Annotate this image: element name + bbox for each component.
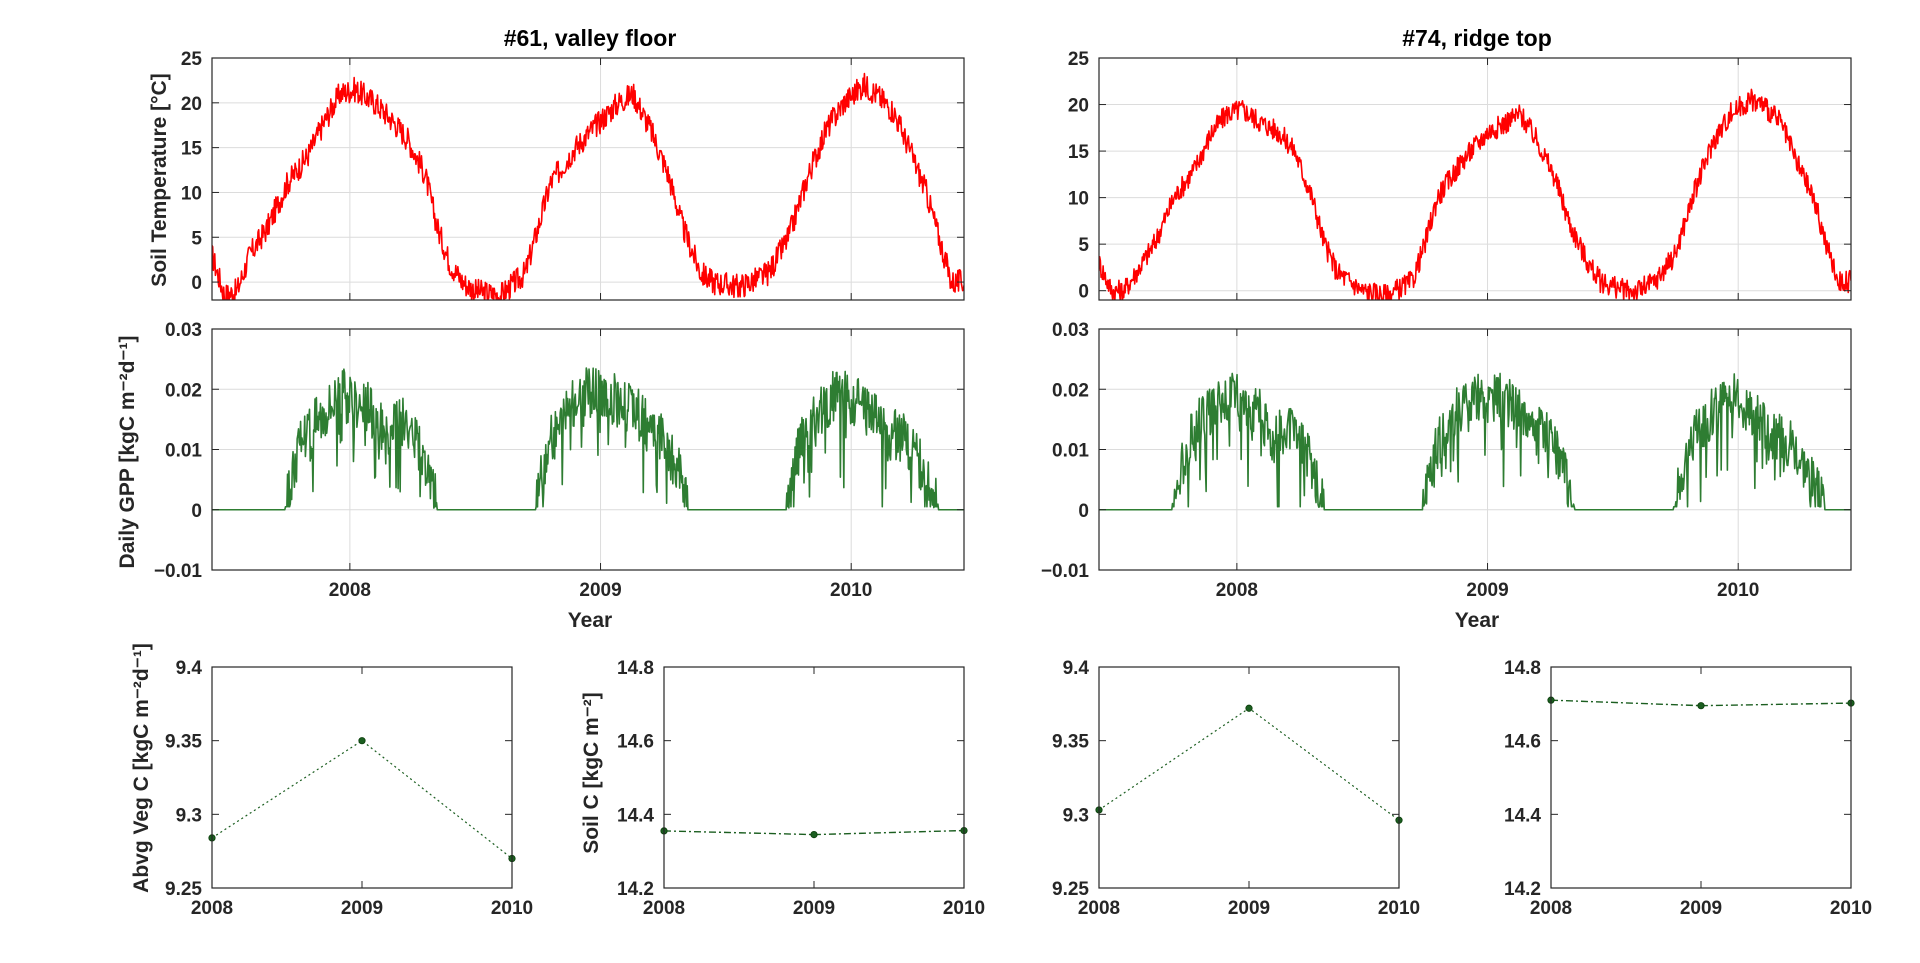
y-tick-label: 9.25	[1052, 879, 1089, 900]
ylabel-soil-c: Soil C [kgC m⁻²]	[580, 692, 603, 854]
data-point	[1697, 702, 1705, 710]
y-tick-label: 0	[1078, 282, 1089, 303]
y-tick-label: 5	[191, 228, 202, 249]
x-tick-label: 2008	[1216, 580, 1258, 601]
y-tick-label: −0.01	[154, 561, 203, 582]
series-line	[1099, 372, 1851, 511]
xlabel-year-left: Year	[568, 609, 612, 632]
y-tick-label: 9.4	[1063, 658, 1090, 679]
y-tick-label: 14.6	[617, 732, 654, 753]
y-tick-label: 9.25	[165, 879, 202, 900]
axes-gpp-74: 2008 2009 2010 −0.01 0 0.01 0.02 0.03	[1041, 320, 1852, 601]
y-tick-label: 0	[191, 273, 202, 294]
axes-frame	[1098, 57, 1852, 301]
y-tick-label: 20	[1068, 96, 1089, 117]
y-tick-label: 14.4	[617, 805, 654, 826]
axes-temp-61: 0 5 10 15 20 25	[181, 49, 965, 301]
x-tick-label: 2009	[1466, 580, 1508, 601]
axes-temp-74: 0 5 10 15 20 25	[1068, 49, 1852, 303]
y-tick-label: 25	[181, 49, 203, 70]
y-tick-label: 0	[191, 501, 202, 522]
y-tick-label: 9.35	[1052, 732, 1089, 753]
axes-frame	[211, 57, 965, 301]
y-tick-label: 9.3	[176, 805, 202, 826]
axes-veg-74: 2008 2009 2010 9.25 9.3 9.35 9.4	[1052, 658, 1420, 919]
x-tick-label: 2009	[793, 898, 835, 919]
x-tick-label: 2008	[643, 898, 685, 919]
y-tick-label: 9.4	[176, 658, 203, 679]
x-tick-label: 2009	[341, 898, 383, 919]
y-tick-label: 9.3	[1063, 805, 1089, 826]
axes-gpp-61: 2008 2009 2010 −0.01 0 0.01 0.02 0.03	[154, 320, 965, 601]
y-tick-label: 0.01	[1052, 441, 1089, 462]
x-tick-label: 2010	[491, 898, 533, 919]
series-line	[212, 740, 512, 860]
y-tick-label: 14.2	[1504, 879, 1541, 900]
y-tick-label: 5	[1078, 235, 1089, 256]
data-point	[358, 737, 366, 745]
axes-veg-61: 2008 2009 2010 9.25 9.3 9.35 9.4	[165, 658, 533, 919]
axes-soil-74: 2008 2009 2010 14.2 14.4 14.6 14.8	[1504, 658, 1872, 919]
data-point	[810, 830, 818, 839]
title-right: #74, ridge top	[1402, 25, 1552, 51]
x-tick-label: 2010	[1830, 898, 1872, 919]
y-tick-label: 14.2	[617, 879, 654, 900]
y-tick-label: 0.01	[165, 441, 202, 462]
y-tick-label: 9.35	[165, 732, 202, 753]
plot-axes-layer: 0 5 10 15 20 25 0 5 10 15 20 25 2008 2009 2010 −0.01 0 0.…	[154, 49, 1872, 919]
x-tick-label: 2010	[1378, 898, 1420, 919]
series-line	[1099, 707, 1399, 821]
axes-frame	[1550, 666, 1852, 889]
y-tick-label: 14.8	[617, 658, 654, 679]
x-tick-label: 2010	[830, 580, 872, 601]
data-point	[1245, 704, 1253, 712]
x-tick-label: 2008	[329, 580, 371, 601]
ylabel-abvg-veg-c: Abvg Veg C [kgC m⁻²d⁻¹]	[130, 643, 153, 893]
y-tick-label: 25	[1068, 49, 1090, 70]
series-line	[212, 72, 964, 300]
title-left: #61, valley floor	[504, 25, 677, 51]
y-tick-label: 0.03	[1052, 320, 1089, 341]
y-tick-label: 0.02	[1052, 380, 1089, 401]
x-tick-label: 2008	[191, 898, 233, 919]
series-line	[212, 367, 964, 511]
x-tick-label: 2009	[579, 580, 621, 601]
y-tick-label: 14.6	[1504, 732, 1541, 753]
series-line	[1099, 88, 1851, 300]
axes-soil-61: 2008 2009 2010 14.2 14.4 14.6 14.8	[617, 658, 985, 919]
x-tick-label: 2009	[1680, 898, 1722, 919]
x-tick-label: 2008	[1530, 898, 1572, 919]
x-tick-label: 2010	[943, 898, 985, 919]
xlabel-year-right: Year	[1455, 609, 1499, 632]
axes-frame	[1098, 666, 1400, 889]
axes-frame	[663, 666, 965, 889]
x-tick-label: 2009	[1228, 898, 1270, 919]
x-tick-label: 2008	[1078, 898, 1120, 919]
y-tick-label: 0	[1078, 501, 1089, 522]
y-tick-label: 15	[181, 139, 203, 160]
y-tick-label: 20	[181, 94, 202, 115]
y-tick-label: 0.02	[165, 380, 202, 401]
ylabel-soil-temperature: Soil Temperature [°C]	[148, 73, 171, 286]
y-tick-label: 15	[1068, 142, 1090, 163]
y-tick-label: 14.4	[1504, 805, 1541, 826]
y-tick-label: 10	[1068, 189, 1089, 210]
y-tick-label: 14.8	[1504, 658, 1541, 679]
x-tick-label: 2010	[1717, 580, 1759, 601]
y-tick-label: 10	[181, 183, 202, 204]
axes-frame	[211, 666, 513, 889]
y-tick-label: 0.03	[165, 320, 202, 341]
ylabel-daily-gpp: Daily GPP [kgC m⁻²d⁻¹]	[116, 336, 139, 569]
y-tick-label: −0.01	[1041, 561, 1090, 582]
